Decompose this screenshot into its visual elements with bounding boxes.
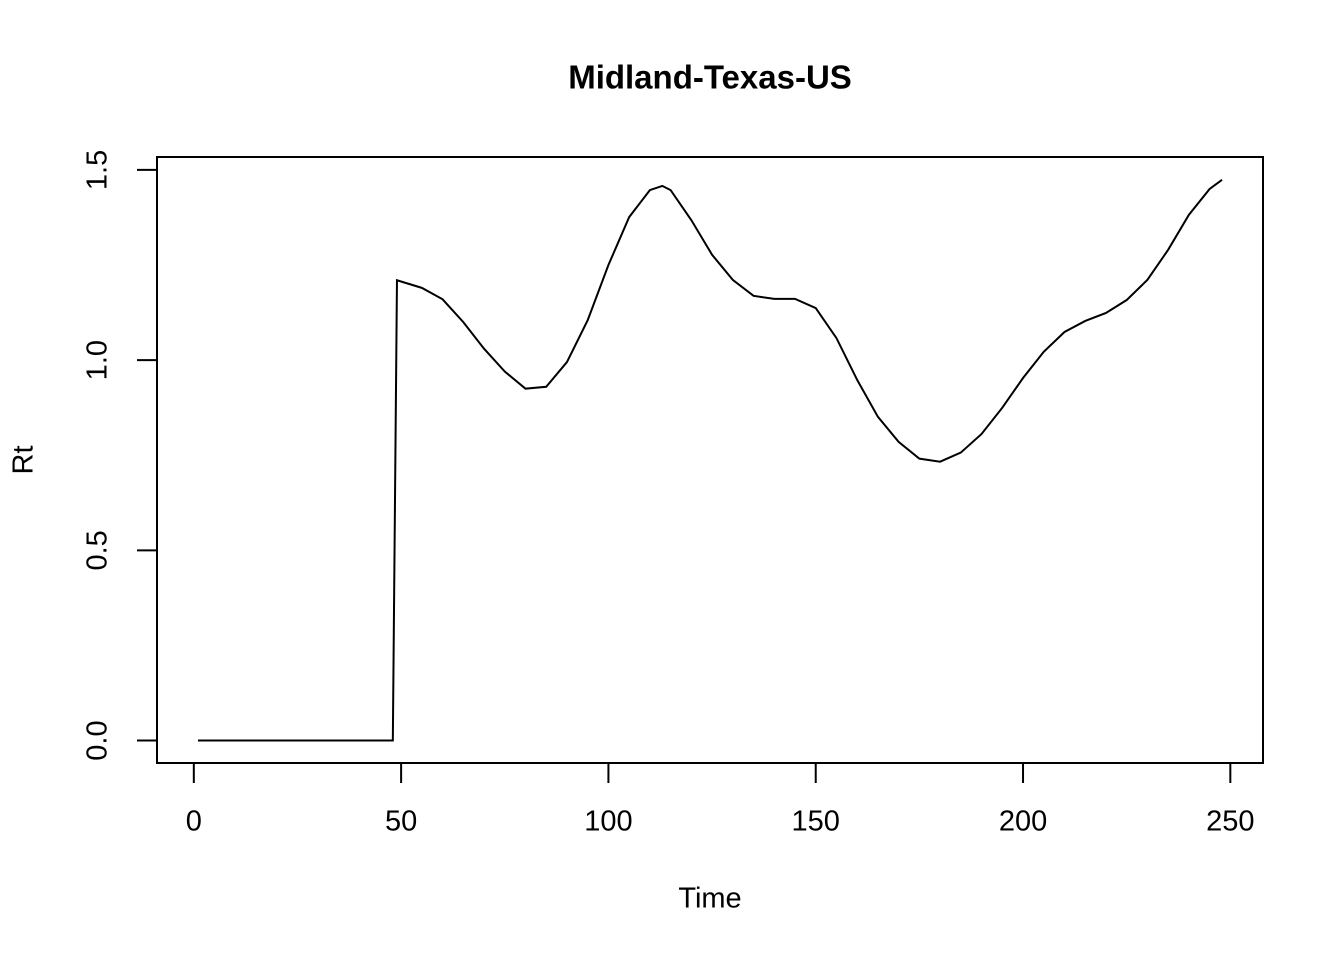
chart-title: Midland-Texas-US [568,59,852,96]
x-tick-label: 100 [584,806,632,838]
y-tick-label: 0.5 [82,530,114,570]
x-tick-label: 0 [186,806,202,838]
x-tick-label: 200 [999,806,1047,838]
x-axis-label: Time [678,883,741,915]
x-tick-label: 150 [792,806,840,838]
x-tick-label: 250 [1206,806,1254,838]
x-tick-label: 50 [385,806,417,838]
y-axis-label: Rt [8,446,40,475]
y-tick-label: 1.0 [82,340,114,380]
data-line [197,179,1223,742]
y-tick-label: 0.0 [82,720,114,760]
y-tick-label: 1.5 [82,150,114,190]
